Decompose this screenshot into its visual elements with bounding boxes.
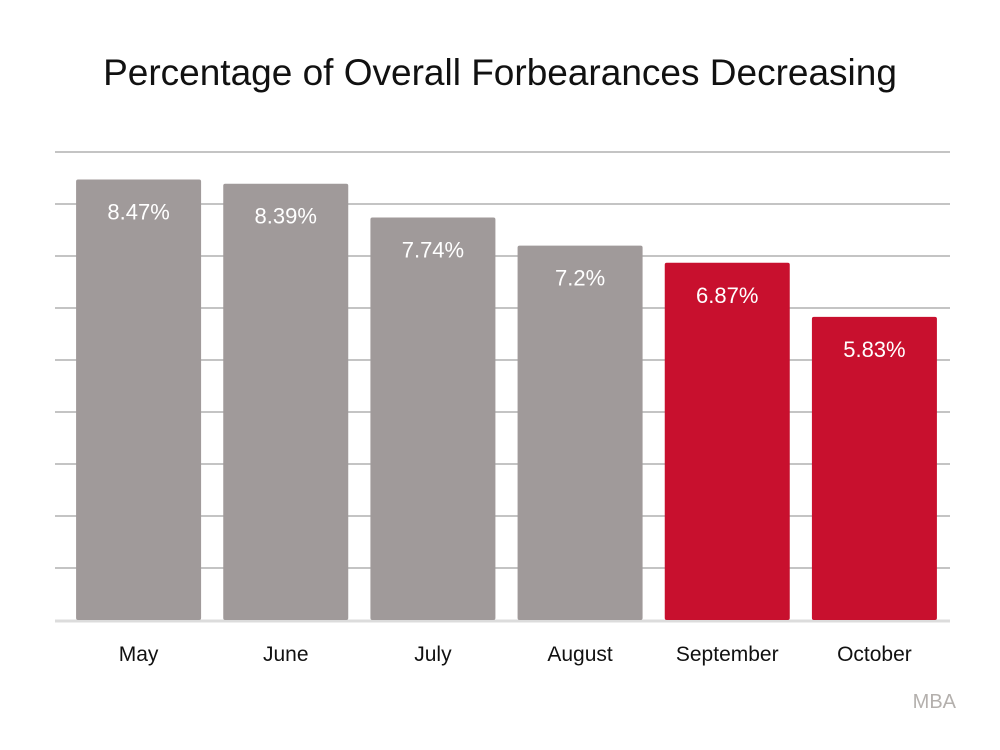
- bar-may: [76, 179, 202, 620]
- bar-july: [370, 217, 496, 620]
- x-tick-labels: May June July August September October: [119, 643, 912, 666]
- bar-september: [664, 262, 790, 620]
- bars: [76, 179, 937, 620]
- x-tick-label-july: July: [414, 643, 452, 666]
- source-label: MBA: [912, 691, 956, 713]
- x-tick-label-may: May: [119, 643, 159, 666]
- data-label-october: 5.83%: [843, 337, 905, 362]
- data-label-july: 7.74%: [402, 238, 464, 263]
- data-label-september: 6.87%: [696, 283, 758, 308]
- gridlines: [55, 151, 950, 623]
- x-tick-label-october: October: [837, 643, 912, 666]
- x-tick-label-august: August: [547, 643, 613, 666]
- bar-june: [223, 183, 349, 620]
- data-label-august: 7.2%: [555, 266, 605, 291]
- data-label-may: 8.47%: [107, 200, 169, 225]
- data-labels: 8.47% 8.39% 7.74% 7.2% 6.87% 5.83%: [107, 200, 905, 362]
- data-label-june: 8.39%: [255, 204, 317, 229]
- x-tick-label-september: September: [676, 643, 779, 666]
- x-tick-label-june: June: [263, 643, 309, 666]
- bar-august: [517, 245, 643, 620]
- chart-title: Percentage of Overall Forbearances Decre…: [103, 52, 897, 93]
- bar-october: [811, 316, 937, 620]
